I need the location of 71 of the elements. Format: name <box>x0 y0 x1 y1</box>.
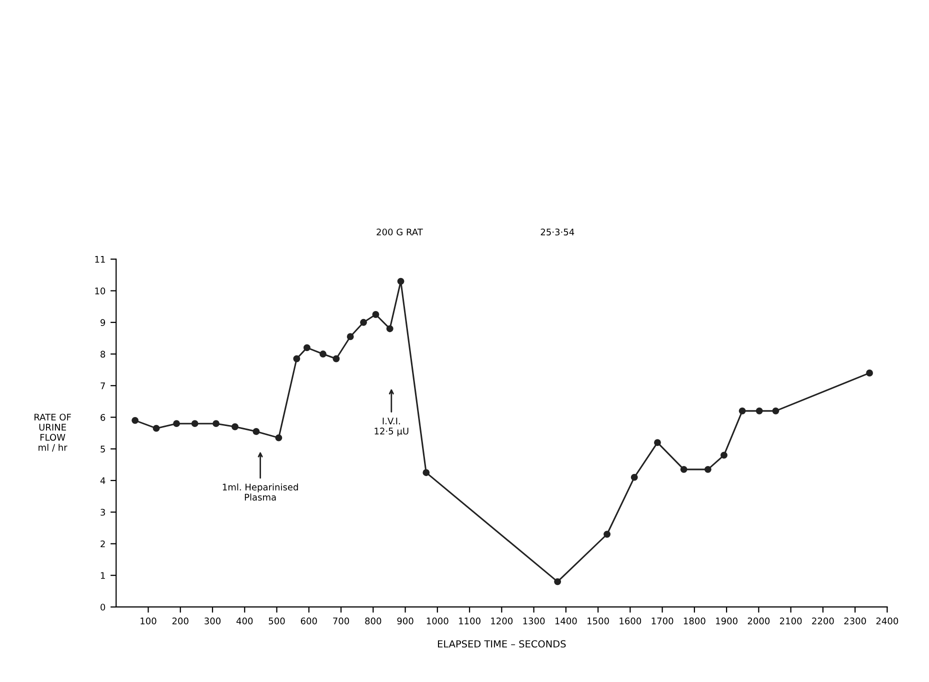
x-tick-label: 700 <box>333 618 350 624</box>
x-tick-label: 1400 <box>555 618 577 624</box>
y-tick-label: 9 <box>100 319 106 326</box>
point <box>252 428 260 435</box>
point <box>372 311 380 318</box>
y-tick-label: 5 <box>100 446 105 452</box>
y-tick-label: 11 <box>95 256 105 263</box>
point <box>604 530 611 538</box>
x-tick-label: 2100 <box>780 618 802 624</box>
y-tick-label: 1 <box>100 572 105 579</box>
point <box>132 416 139 424</box>
x-tick-label: 2400 <box>876 618 898 624</box>
y-tick-label: 0 <box>100 604 106 611</box>
x-tick-label: 800 <box>365 618 382 624</box>
point <box>554 578 562 586</box>
point <box>866 370 873 376</box>
x-tick-label: 1800 <box>684 618 706 624</box>
x-tick-label: 1000 <box>426 618 448 624</box>
y-tick-label: 3 <box>100 508 105 516</box>
y-tick-label: 10 <box>95 288 106 294</box>
x-tick-label: 1700 <box>652 618 674 624</box>
point <box>738 407 746 414</box>
x-tick-label: 2300 <box>844 618 866 624</box>
y-tick-label: 7 <box>100 382 105 390</box>
x-tick-label: 1300 <box>523 618 545 624</box>
x-tick-label: 200 <box>172 618 188 624</box>
x-tick-label: 1100 <box>459 618 480 624</box>
x-tick-label: 300 <box>204 618 221 624</box>
chart-subtitle: 25·3·54 <box>540 228 574 236</box>
y-tick-label: 6 <box>100 414 106 421</box>
point <box>680 466 688 473</box>
point <box>212 420 220 428</box>
y-tick-label: 2 <box>100 540 105 548</box>
point <box>704 466 712 473</box>
y-tick-label: 8 <box>100 350 106 358</box>
point <box>346 333 354 340</box>
x-tick-label: 1200 <box>491 618 513 624</box>
point <box>173 420 180 428</box>
point <box>630 474 638 481</box>
chart-title: 200 G RAT <box>376 228 423 236</box>
x-tick-label: 1600 <box>620 618 642 624</box>
point <box>654 439 661 446</box>
x-tick-label: 900 <box>397 618 414 624</box>
y-tick-label: 4 <box>100 477 106 484</box>
x-tick-label: 100 <box>140 618 156 624</box>
x-axis-title: ELAPSED TIME – SECONDS <box>438 640 566 648</box>
x-tick-label: 2000 <box>748 618 770 624</box>
x-tick-label: 2200 <box>812 618 834 624</box>
point <box>720 452 728 459</box>
point <box>360 318 367 326</box>
point <box>386 325 394 332</box>
point <box>275 434 282 442</box>
point <box>303 344 310 352</box>
annotation: I.V.I. 12·5 μU <box>374 418 408 436</box>
annotation: 1ml. Heparinised Plasma <box>222 484 298 501</box>
point <box>772 407 780 414</box>
x-tick-label: 500 <box>268 618 285 624</box>
x-tick-label: 600 <box>300 618 317 624</box>
point <box>152 424 160 432</box>
point <box>332 355 340 362</box>
point <box>320 350 326 358</box>
x-tick-label: 400 <box>236 618 253 624</box>
point <box>422 469 430 476</box>
x-tick-label: 1900 <box>716 618 738 624</box>
point <box>756 407 763 414</box>
point <box>397 278 404 285</box>
point <box>232 423 238 430</box>
point <box>191 420 198 428</box>
y-axis-title: RATE OF URINE FLOW ml / hr <box>34 414 71 452</box>
x-tick-label: 1500 <box>588 618 609 624</box>
point <box>293 355 300 362</box>
